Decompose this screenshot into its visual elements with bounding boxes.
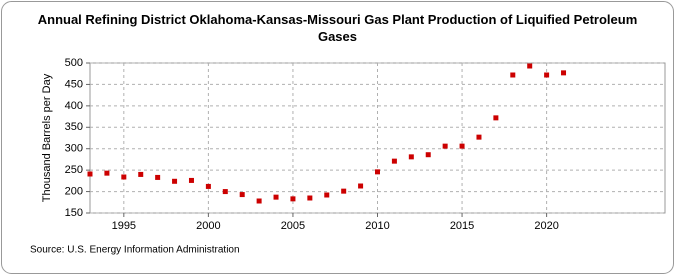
point: [544, 72, 550, 78]
x-tick-label: 2020: [534, 220, 558, 232]
point: [290, 196, 296, 202]
point: [341, 188, 347, 194]
y-tick-label: 150: [65, 207, 83, 219]
point: [121, 174, 127, 180]
y-tick-label: 250: [65, 164, 83, 176]
point: [307, 195, 313, 201]
point: [222, 189, 228, 195]
point: [104, 170, 110, 176]
point: [155, 174, 161, 180]
point: [476, 134, 482, 140]
y-tick-label: 500: [65, 57, 83, 69]
point: [205, 183, 211, 189]
point: [459, 143, 465, 149]
point: [358, 183, 364, 189]
point: [527, 63, 533, 69]
point: [87, 171, 93, 177]
y-tick-label: 300: [65, 143, 83, 155]
x-tick-label: 2010: [365, 220, 389, 232]
y-tick-label: 200: [65, 185, 83, 197]
point: [510, 72, 516, 78]
source: Source: U.S. Energy Information Administ…: [30, 245, 240, 256]
y-tick-label: 450: [65, 78, 83, 90]
point: [442, 143, 448, 149]
y-axis-label: Thousand Barrels per Day: [41, 73, 53, 202]
point: [561, 70, 567, 76]
chart-title: Annual Refining District Oklahoma-Kansas…: [37, 12, 638, 44]
x-tick-label: 2000: [196, 220, 220, 232]
x-tick-label: 1995: [112, 220, 136, 232]
point: [425, 152, 431, 158]
point: [273, 194, 279, 200]
x-tick-label: 2005: [281, 220, 305, 232]
point: [172, 178, 178, 184]
point: [408, 154, 414, 160]
point: [324, 192, 330, 198]
point: [375, 169, 380, 175]
point: [239, 192, 245, 198]
point: [138, 171, 144, 177]
point: [493, 115, 499, 121]
y-tick-label: 400: [65, 100, 83, 112]
y-tick-label: 350: [65, 121, 83, 133]
point: [188, 177, 194, 183]
x-tick-label: 2015: [450, 220, 474, 232]
point: [391, 158, 397, 164]
point: [256, 198, 262, 204]
